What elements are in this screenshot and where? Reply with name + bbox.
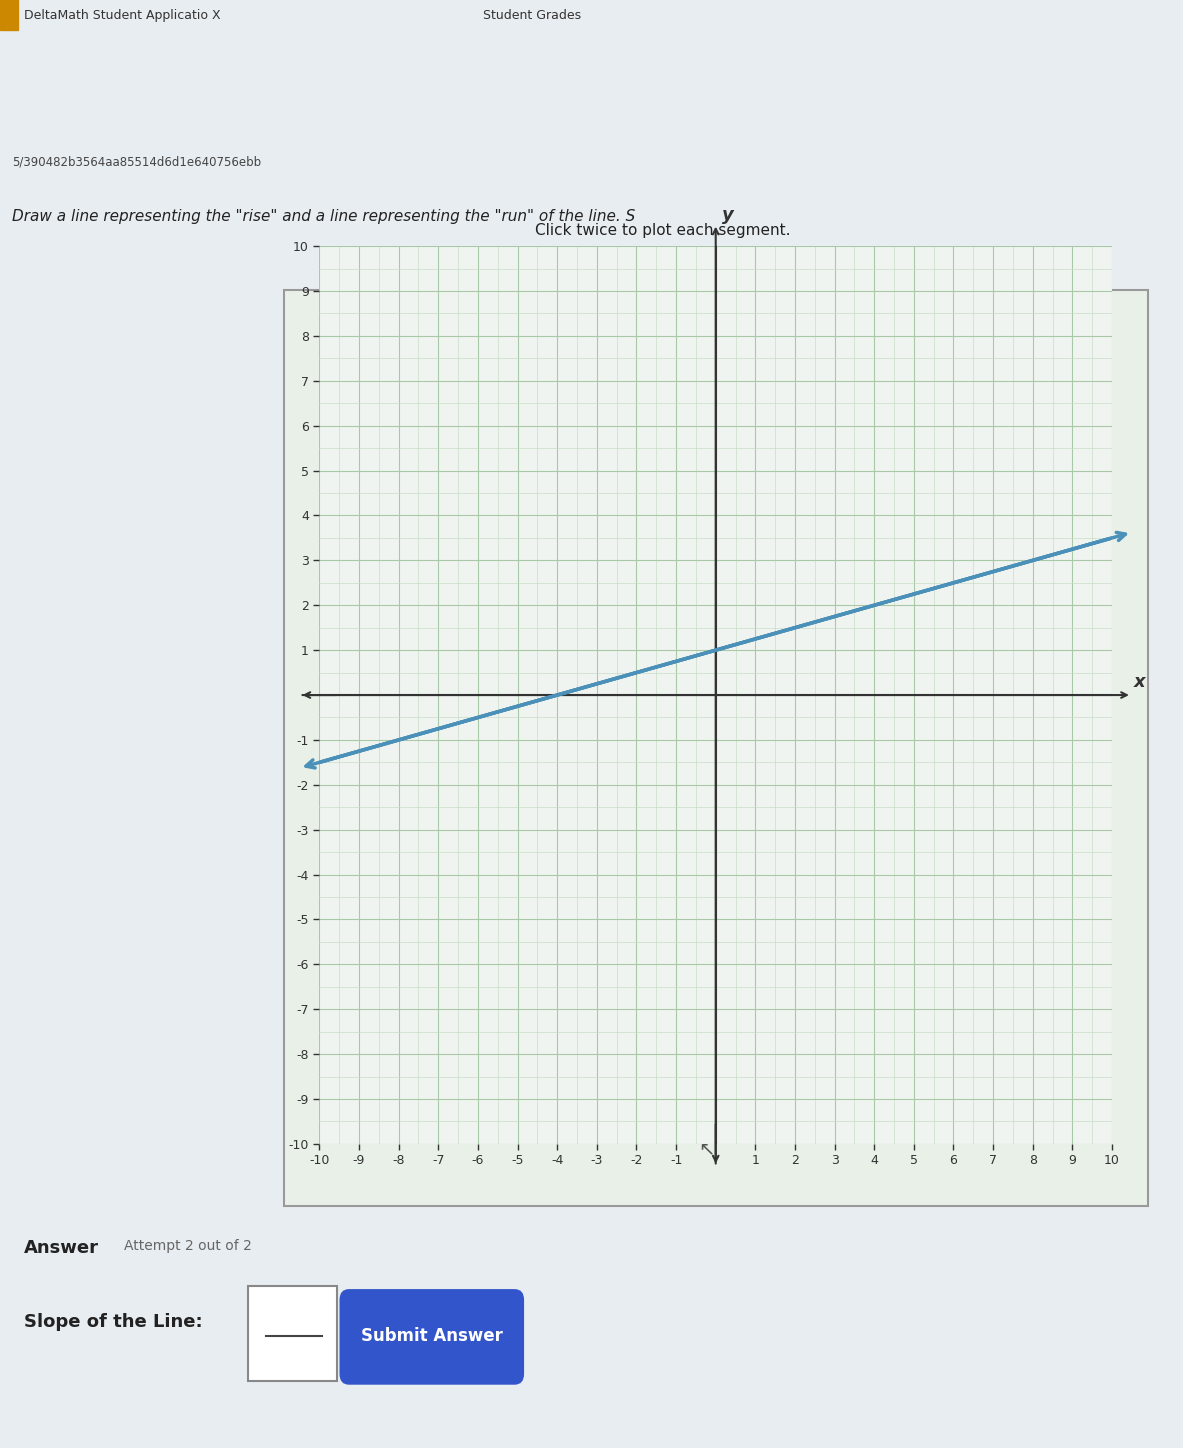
Text: Click a segment to delete it.: Click a segment to delete it.	[554, 269, 771, 285]
Text: Attempt 2 out of 2: Attempt 2 out of 2	[124, 1239, 252, 1254]
FancyBboxPatch shape	[248, 1286, 337, 1381]
Text: Answer: Answer	[24, 1239, 98, 1257]
Text: Student Grades: Student Grades	[484, 9, 581, 22]
Text: Click twice to plot each segment.: Click twice to plot each segment.	[535, 223, 790, 237]
Text: DeltaMath Student Applicatio X: DeltaMath Student Applicatio X	[24, 9, 220, 22]
Text: 4: 4	[287, 1341, 299, 1360]
Text: Submit Answer: Submit Answer	[361, 1328, 503, 1345]
Text: x: x	[1134, 672, 1145, 691]
Text: 5/390482b3564aa85514d6d1e640756ebb: 5/390482b3564aa85514d6d1e640756ebb	[12, 155, 261, 168]
FancyBboxPatch shape	[340, 1289, 524, 1384]
Text: ↖: ↖	[698, 1140, 715, 1158]
Bar	[0, 0, 18, 30]
FancyBboxPatch shape	[284, 290, 1148, 1206]
Text: Draw a line representing the "rise" and a line representing the "run" of the lin: Draw a line representing the "rise" and …	[12, 209, 635, 224]
Text: y: y	[722, 206, 733, 224]
Text: 1: 1	[287, 1303, 299, 1322]
Text: Slope of the Line:: Slope of the Line:	[24, 1313, 202, 1331]
